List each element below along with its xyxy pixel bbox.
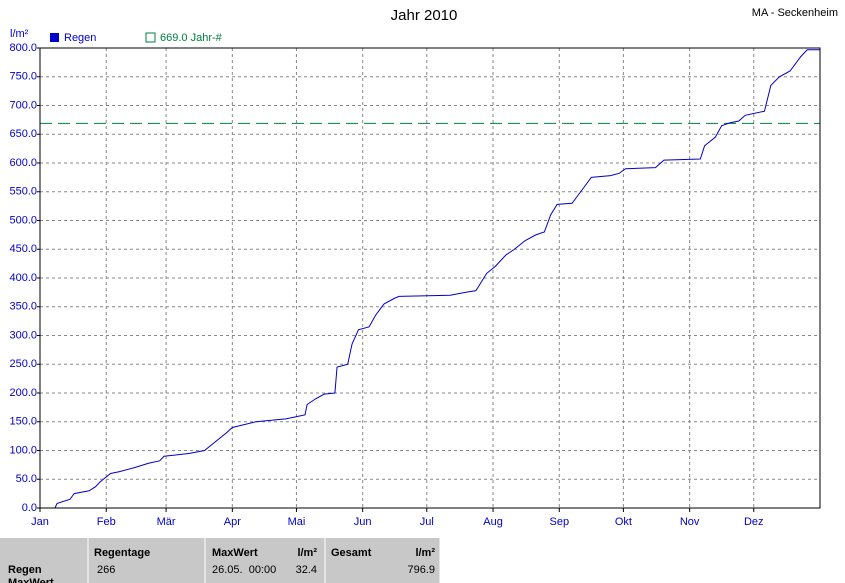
x-tick-label: Dez <box>744 516 764 528</box>
table-header: l/m² <box>415 547 435 559</box>
legend-label: Regen <box>64 32 96 44</box>
x-tick-label: Nov <box>680 516 700 528</box>
y-tick-label: 800.0 <box>9 42 37 54</box>
x-tick-label: Jun <box>354 516 372 528</box>
row-label: MaxWert <box>8 577 54 583</box>
table-header: l/m² <box>297 547 317 559</box>
table-cell: 796.9 <box>407 564 435 576</box>
y-tick-label: 200.0 <box>9 387 37 399</box>
table-cell: 32.4 <box>296 564 317 576</box>
data-line <box>40 49 820 509</box>
table-header: Gesamt <box>331 547 372 559</box>
y-tick-label: 150.0 <box>9 416 37 428</box>
x-tick-label: Sep <box>549 516 569 528</box>
plot-border <box>39 47 821 509</box>
x-tick-label: Mär <box>157 516 176 528</box>
x-tick-label: Jul <box>420 516 434 528</box>
table-cell: 266 <box>97 564 115 576</box>
row-label: Regen <box>8 564 42 576</box>
y-tick-label: 100.0 <box>9 444 37 456</box>
x-tick-label: Feb <box>97 516 116 528</box>
legend-label: 669.0 Jahr-# <box>160 32 223 44</box>
table-header: Regentage <box>94 547 150 559</box>
x-tick-label: Mai <box>288 516 306 528</box>
y-tick-label: 300.0 <box>9 329 37 341</box>
y-axis-label: l/m² <box>10 28 29 40</box>
y-tick-label: 450.0 <box>9 243 37 255</box>
table-cell: 26.05. 00:00 <box>212 564 276 576</box>
y-tick-label: 600.0 <box>9 157 37 169</box>
y-tick-label: 750.0 <box>9 71 37 83</box>
y-tick-label: 400.0 <box>9 272 37 284</box>
x-tick-label: Aug <box>483 516 503 528</box>
y-tick-label: 700.0 <box>9 99 37 111</box>
y-tick-label: 350.0 <box>9 301 37 313</box>
legend-swatch <box>50 33 59 42</box>
chart-title: Jahr 2010 <box>391 7 458 24</box>
table-background <box>0 538 440 583</box>
y-tick-label: 500.0 <box>9 214 37 226</box>
y-tick-label: 650.0 <box>9 128 37 140</box>
legend-swatch <box>145 32 156 43</box>
x-tick-label: Apr <box>224 516 241 528</box>
location: MA - Seckenheim <box>752 7 838 19</box>
y-tick-label: 550.0 <box>9 186 37 198</box>
table-header: MaxWert <box>212 547 258 559</box>
x-tick-label: Jan <box>31 516 49 528</box>
y-tick-label: 0.0 <box>22 502 37 514</box>
x-tick-label: Okt <box>615 516 632 528</box>
y-tick-label: 50.0 <box>16 473 37 485</box>
y-tick-label: 250.0 <box>9 358 37 370</box>
